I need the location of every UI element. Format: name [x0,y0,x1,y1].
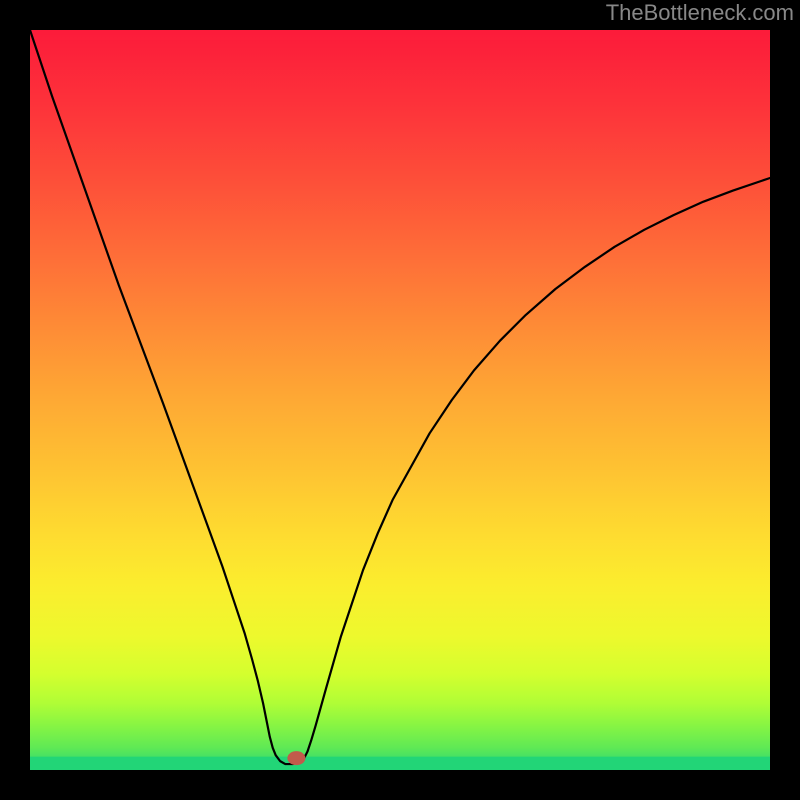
watermark-text: TheBottleneck.com [606,0,794,26]
bottom-green-band [30,757,770,770]
optimal-point-marker [287,751,305,765]
gradient-background [30,30,770,770]
plot-area [30,30,770,770]
chart-svg [0,0,800,800]
chart-root: TheBottleneck.com [0,0,800,800]
